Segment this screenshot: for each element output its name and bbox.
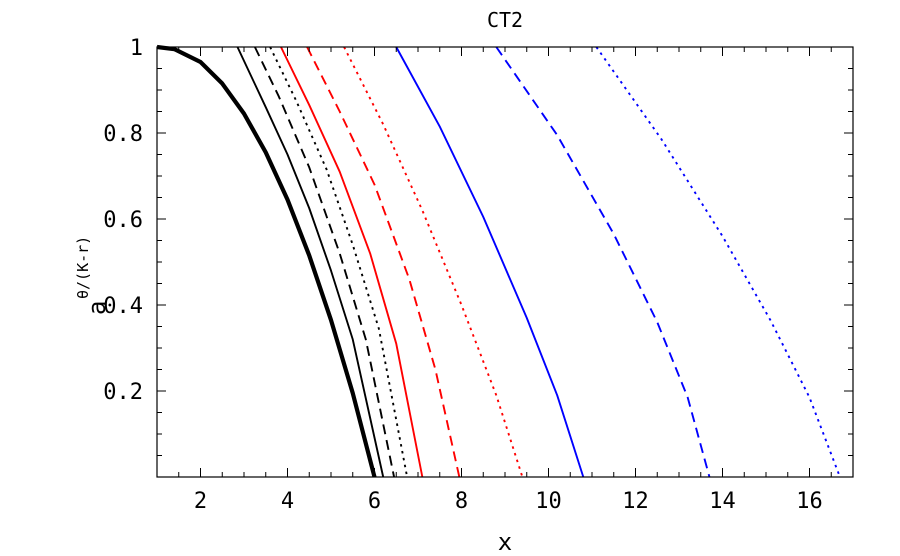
x-tick-label: 6: [368, 489, 381, 514]
series-layer: [156, 44, 841, 478]
x-tick-label: 16: [796, 489, 823, 514]
x-tick-label: 2: [194, 489, 207, 514]
series-line-2: [236, 46, 385, 478]
series-line-4: [269, 46, 409, 478]
series-line-8: [395, 46, 585, 478]
series-line-5: [280, 46, 424, 478]
chart-title: CT2: [487, 8, 523, 32]
x-tick-label: 10: [535, 489, 562, 514]
y-axis-label: a θ/(K-r): [74, 236, 111, 315]
y-tick-label: 0.2: [103, 380, 143, 405]
x-tick-label: 14: [709, 489, 736, 514]
series-line-9: [495, 46, 711, 478]
series-line-1: [156, 44, 377, 478]
y-tick-label: 0.4: [103, 294, 143, 319]
series-line-3: [254, 46, 396, 478]
x-tick-label: 8: [455, 489, 468, 514]
series-line-7: [343, 46, 524, 478]
series-line-6: [306, 46, 461, 478]
y-tick-label: 1: [130, 36, 143, 61]
y-tick-label: 0.8: [103, 122, 143, 147]
x-tick-label: 4: [281, 489, 294, 514]
x-axis-label: x: [498, 528, 512, 556]
y-tick-label: 0.6: [103, 208, 143, 233]
y-axis-label-exponent: θ/(K-r): [74, 236, 92, 299]
plot-frame: [156, 46, 854, 478]
ticks-layer: 2 4 6 8 10 12 14 16 0.2 0.4 0.6 0.8 1: [103, 36, 854, 514]
series-line-10: [595, 46, 841, 478]
x-tick-label: 12: [622, 489, 649, 514]
y-axis-label-base: a: [83, 301, 111, 315]
